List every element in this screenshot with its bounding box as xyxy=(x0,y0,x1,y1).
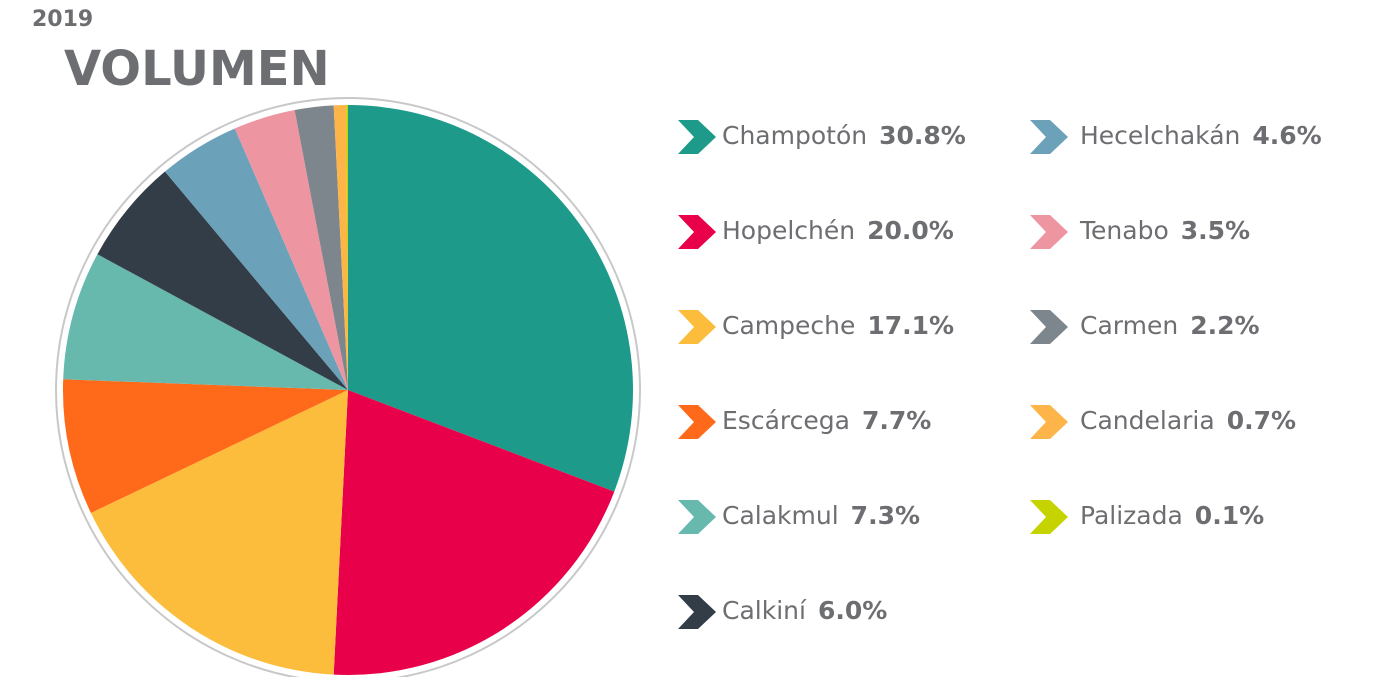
legend-marker xyxy=(1030,120,1068,154)
legend-marker xyxy=(1030,500,1068,534)
legend-value: 6.0% xyxy=(818,596,887,625)
legend-entry: Escárcega 7.7% xyxy=(722,406,931,435)
legend-value: 30.8% xyxy=(879,121,966,150)
pie-slice xyxy=(164,128,348,390)
legend-value: 0.7% xyxy=(1227,406,1296,435)
legend-label: Hecelchakán xyxy=(1080,121,1240,150)
legend-value: 20.0% xyxy=(867,216,954,245)
legend-marker xyxy=(1030,215,1068,249)
legend-label: Hopelchén xyxy=(722,216,855,245)
legend-marker xyxy=(678,310,716,344)
legend-entry: Palizada 0.1% xyxy=(1080,501,1264,530)
pie-slice xyxy=(90,390,349,675)
pie-slice xyxy=(294,105,348,390)
legend-entry: Campeche 17.1% xyxy=(722,311,954,340)
pie-slice xyxy=(234,110,348,391)
pie-slice xyxy=(346,105,348,390)
legend-entry: Carmen 2.2% xyxy=(1080,311,1260,340)
legend-entry: Candelaria 0.7% xyxy=(1080,406,1296,435)
legend-label: Carmen xyxy=(1080,311,1178,340)
chart-subtitle: 2019 xyxy=(32,7,93,32)
legend-value: 3.5% xyxy=(1181,216,1250,245)
legend-value: 17.1% xyxy=(867,311,954,340)
legend-value: 2.2% xyxy=(1190,311,1259,340)
pie-slice xyxy=(63,379,348,513)
legend-label: Palizada xyxy=(1080,501,1183,530)
legend-entry: Hecelchakán 4.6% xyxy=(1080,121,1322,150)
legend-marker xyxy=(678,595,716,629)
legend-entry: Champotón 30.8% xyxy=(722,121,966,150)
legend-entry: Calakmul 7.3% xyxy=(722,501,920,530)
legend-marker xyxy=(678,120,716,154)
legend-value: 4.6% xyxy=(1252,121,1321,150)
legend-label: Champotón xyxy=(722,121,867,150)
legend-label: Calakmul xyxy=(722,501,839,530)
legend-label: Tenabo xyxy=(1079,216,1169,245)
legend-marker xyxy=(1030,310,1068,344)
legend-value: 7.7% xyxy=(862,406,931,435)
legend-label: Escárcega xyxy=(722,406,850,435)
legend-value: 0.1% xyxy=(1195,501,1264,530)
legend-label: Campeche xyxy=(722,311,855,340)
legend-entry: Hopelchén 20.0% xyxy=(722,216,954,245)
legend-entry: Calkiní 6.0% xyxy=(722,596,887,625)
pie-slice xyxy=(333,390,615,675)
legend-label: Candelaria xyxy=(1080,406,1215,435)
pie-slice xyxy=(333,105,348,391)
pie-slice xyxy=(348,105,633,492)
legend-value: 7.3% xyxy=(851,501,920,530)
legend-marker xyxy=(678,215,716,249)
chart-title: VOLUMEN xyxy=(64,41,330,97)
legend-marker xyxy=(1030,405,1068,439)
pie-slice xyxy=(97,171,348,390)
legend-entry: Tenabo 3.5% xyxy=(1079,216,1250,245)
legend-label: Calkiní xyxy=(722,596,807,625)
pie-ring xyxy=(55,97,641,677)
legend-marker xyxy=(678,500,716,534)
pie-slice xyxy=(63,254,348,390)
legend-marker xyxy=(678,405,716,439)
